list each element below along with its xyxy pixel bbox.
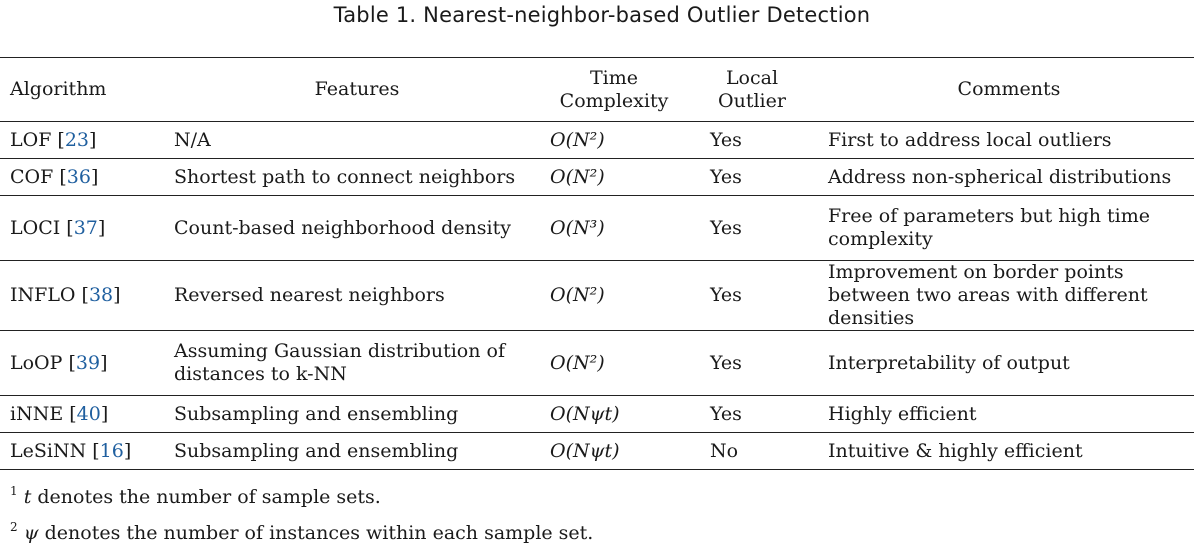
comments-cell: Address non-spherical distributions xyxy=(828,165,1172,188)
citation-link[interactable]: 40 xyxy=(76,402,101,425)
citation-link[interactable]: 37 xyxy=(73,216,98,239)
local-outlier-cell: Yes xyxy=(710,284,742,306)
local-outlier-cell: Yes xyxy=(710,351,742,374)
header-local-outlier: Local Outlier xyxy=(684,58,820,122)
footnote-symbol: ψ xyxy=(23,522,39,544)
table-header-row: Algorithm Features Time Complexity Local… xyxy=(0,57,1194,122)
table-caption: Table 1. Nearest-neighbor-based Outlier … xyxy=(333,3,871,27)
table-row: LOCI [37] Count-based neighborhood densi… xyxy=(0,196,1194,261)
header-time-complexity: Time Complexity xyxy=(544,58,684,122)
comments-cell: Improvement on border points between two… xyxy=(828,261,1148,329)
time-complexity-cell: O(N³) xyxy=(550,216,605,239)
local-outlier-cell: Yes xyxy=(710,402,742,425)
time-complexity-cell: O(Nψt) xyxy=(550,402,620,425)
table-row: LOF [23] N/A O(N²) Yes First to address … xyxy=(0,122,1194,159)
citation-link[interactable]: 23 xyxy=(64,128,90,151)
header-time-line2: Complexity xyxy=(559,89,669,112)
header-features: Features xyxy=(314,78,400,100)
outlier-detection-table: Algorithm Features Time Complexity Local… xyxy=(0,57,1194,470)
header-local-line2: Outlier xyxy=(718,89,786,112)
features-cell: Count-based neighborhood density xyxy=(174,216,511,239)
local-outlier-cell: Yes xyxy=(710,216,742,239)
citation-link[interactable]: 38 xyxy=(88,284,114,306)
time-complexity-cell: O(Nψt) xyxy=(550,439,620,462)
time-complexity-cell: O(N²) xyxy=(550,165,605,188)
algorithm-name: COF xyxy=(10,165,54,188)
header-algorithm: Algorithm xyxy=(10,78,107,100)
footnotes: 1 t denotes the number of sample sets. 2… xyxy=(10,476,593,548)
features-cell: Shortest path to connect neighbors xyxy=(174,165,516,188)
header-comments: Comments xyxy=(957,78,1061,100)
comments-cell: Intuitive & highly efficient xyxy=(828,439,1083,462)
algorithm-cell: COF [36] xyxy=(10,165,99,188)
algorithm-cell: INFLO [38] xyxy=(10,284,121,306)
features-cell: N/A xyxy=(174,128,211,151)
algorithm-name: LoOP xyxy=(10,351,63,374)
citation-link[interactable]: 39 xyxy=(75,351,101,374)
citation-link[interactable]: 16 xyxy=(99,439,124,462)
footnote-symbol: t xyxy=(23,486,32,508)
time-complexity-cell: O(N²) xyxy=(550,351,605,374)
features-cell: Subsampling and ensembling xyxy=(174,402,459,425)
table-row: iNNE [40] Subsampling and ensembling O(N… xyxy=(0,396,1194,433)
footnote-text: denotes the number of instances within e… xyxy=(38,522,594,544)
footnote-mark: 2 xyxy=(10,520,18,534)
header-time-line1: Time xyxy=(589,66,638,89)
algorithm-cell: LOCI [37] xyxy=(10,216,106,239)
algorithm-cell: LoOP [39] xyxy=(10,351,108,374)
table-row: COF [36] Shortest path to connect neighb… xyxy=(0,159,1194,196)
footnote: 1 t denotes the number of sample sets. xyxy=(10,476,593,512)
header-local-line1: Local xyxy=(725,66,779,89)
footnote: 2 ψ denotes the number of instances with… xyxy=(10,512,593,548)
time-complexity-cell: O(N²) xyxy=(550,128,605,151)
table-row: INFLO [38] Reversed nearest neighbors O(… xyxy=(0,261,1194,331)
table-row: LoOP [39] Assuming Gaussian distribution… xyxy=(0,331,1194,396)
footnote-text: denotes the number of sample sets. xyxy=(31,486,381,508)
citation-link[interactable]: 36 xyxy=(66,165,91,188)
comments-cell: Interpretability of output xyxy=(828,351,1070,374)
comments-cell: Highly efficient xyxy=(828,402,977,425)
time-complexity-cell: O(N²) xyxy=(550,284,605,306)
algorithm-name: LOCI xyxy=(10,216,61,239)
comments-cell: First to address local outliers xyxy=(828,128,1112,151)
algorithm-name: LOF xyxy=(10,128,52,151)
algorithm-cell: iNNE [40] xyxy=(10,402,109,425)
algorithm-name: LeSiNN xyxy=(10,439,87,462)
algorithm-name: INFLO xyxy=(10,284,76,306)
local-outlier-cell: Yes xyxy=(710,128,742,151)
comments-cell: Free of parameters but high time complex… xyxy=(828,205,1151,250)
table-row: LeSiNN [16] Subsampling and ensembling O… xyxy=(0,433,1194,470)
local-outlier-cell: No xyxy=(710,439,739,462)
features-cell: Reversed nearest neighbors xyxy=(174,284,445,306)
footnote-mark: 1 xyxy=(10,484,18,498)
algorithm-name: iNNE xyxy=(10,402,64,425)
features-cell: Assuming Gaussian distribution of distan… xyxy=(174,340,505,385)
algorithm-cell: LeSiNN [16] xyxy=(10,439,132,462)
algorithm-cell: LOF [23] xyxy=(10,128,97,151)
features-cell: Subsampling and ensembling xyxy=(174,439,459,462)
local-outlier-cell: Yes xyxy=(710,165,742,188)
